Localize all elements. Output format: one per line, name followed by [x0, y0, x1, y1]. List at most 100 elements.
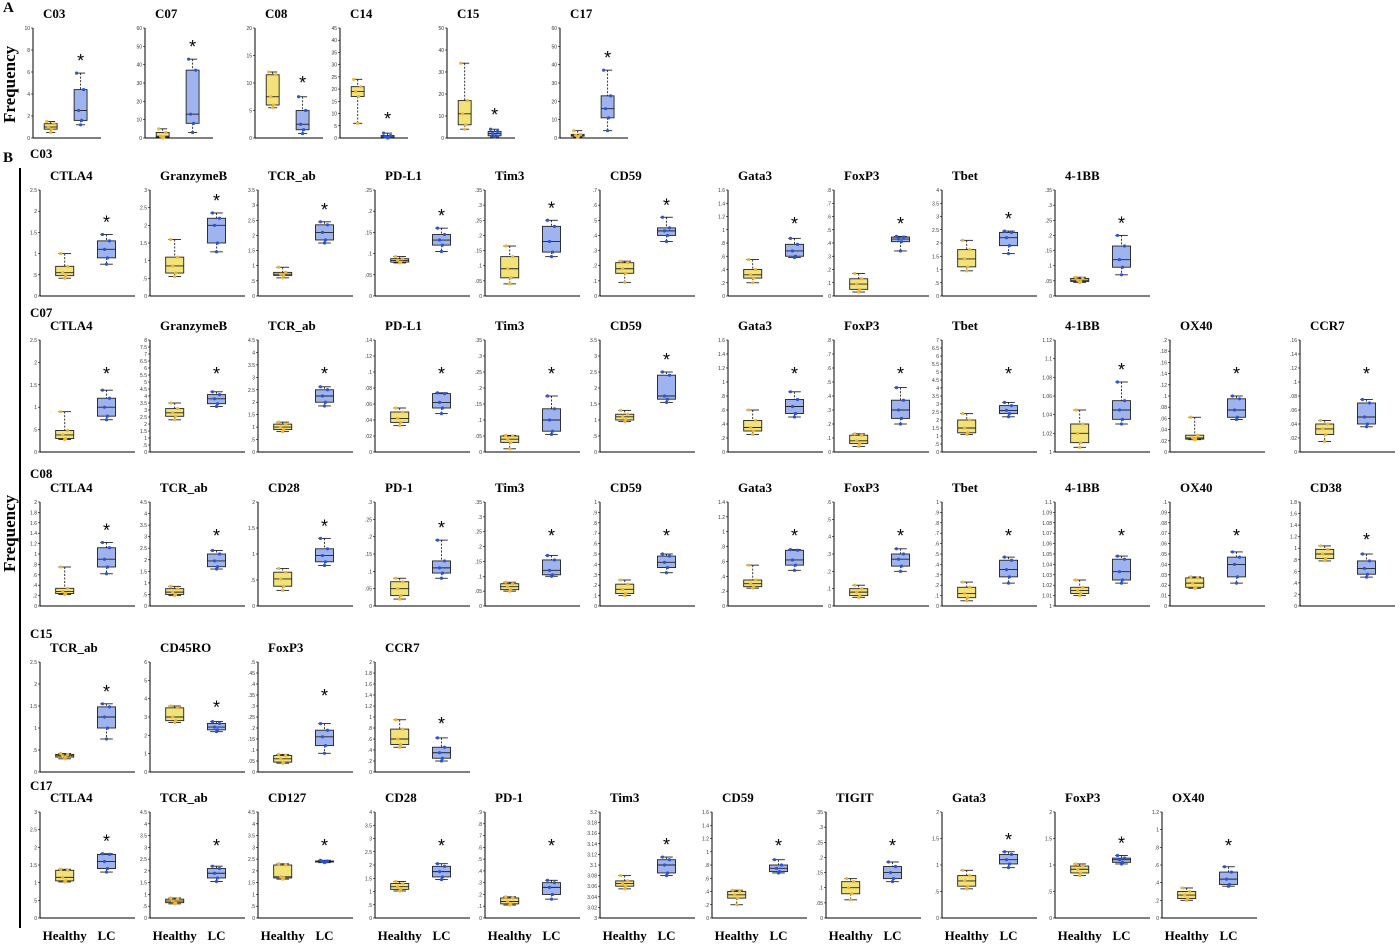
healthy-point: [1076, 431, 1080, 435]
lc-point: [896, 408, 901, 412]
y-tick-label: .25: [365, 188, 372, 194]
healthy-box: [743, 420, 763, 432]
significance-star: *: [438, 206, 445, 226]
y-tick-label: 2.5: [248, 388, 255, 394]
y-tick-label: 2: [252, 233, 255, 239]
y-tick-label: 2: [144, 558, 147, 564]
y-tick-label: .7: [935, 531, 939, 537]
x-category-lc: LC: [207, 928, 225, 943]
y-tick-label: .4: [33, 583, 37, 589]
y-tick-label: .5: [33, 273, 37, 279]
y-tick-label: 30: [438, 70, 444, 76]
lc-point: [217, 866, 222, 871]
chart-b-c07-6: CD59 0 .5 1 1.5 2 2.5 3 3.5 *: [590, 318, 695, 456]
lc-point: [1007, 412, 1012, 416]
y-tick-label: 40: [136, 63, 142, 69]
y-tick-label: .07: [1160, 531, 1167, 537]
lc-point: [665, 397, 670, 401]
healthy-point: [399, 887, 403, 891]
healthy-point: [277, 862, 281, 866]
lc-point: [1230, 394, 1235, 398]
healthy-point: [504, 580, 508, 584]
y-tick-label: .3: [827, 254, 831, 260]
lc-point: [1002, 229, 1007, 233]
healthy-point: [169, 896, 173, 900]
lc-point: [102, 557, 107, 561]
healthy-point: [61, 433, 65, 437]
y-tick-label: 7: [144, 352, 147, 358]
chart-b-c03-4: PD-L1 0 .05 .1 .15 .2 .25 *: [365, 168, 470, 300]
y-tick-label: .1: [1163, 394, 1167, 400]
lc-point: [894, 547, 899, 551]
lc-point: [901, 398, 906, 402]
y-tick-label: .2: [478, 233, 482, 239]
chart-a-c03: C03 0 2 4 6 8 10 *: [24, 6, 101, 142]
healthy-point: [508, 282, 512, 286]
y-tick-label: 3: [144, 845, 147, 851]
lc-point: [602, 68, 606, 72]
significance-star: *: [1363, 530, 1370, 550]
chart-title: CTLA4: [50, 480, 93, 495]
y-tick-label: .1: [478, 264, 482, 270]
lc-box: [542, 559, 561, 576]
healthy-point: [398, 424, 402, 428]
healthy-point: [66, 264, 70, 268]
y-tick-label: 20: [136, 99, 142, 105]
healthy-point: [749, 273, 753, 277]
lc-point: [100, 388, 105, 392]
y-tick-label: 1.5: [1045, 837, 1052, 843]
y-tick-label: 2: [936, 241, 939, 247]
healthy-point: [621, 587, 625, 591]
lc-point: [440, 875, 445, 879]
healthy-point: [171, 264, 175, 268]
healthy-box: [957, 419, 977, 434]
healthy-point: [619, 578, 623, 582]
chart-title: CCR7: [385, 640, 420, 655]
lc-point: [552, 407, 557, 411]
y-tick-label: 4.5: [932, 378, 939, 384]
chart-title: FoxP3: [844, 168, 880, 183]
lc-point: [435, 391, 440, 395]
lc-point: [320, 394, 325, 398]
y-tick-label: 1: [252, 552, 255, 558]
y-tick-label: .6: [827, 500, 831, 506]
y-tick-label: .2: [1155, 898, 1159, 904]
significance-star: *: [1005, 209, 1012, 229]
x-category-lc: LC: [97, 928, 115, 943]
lc-point: [660, 370, 665, 374]
y-tick-label: .1: [478, 574, 482, 580]
lc-point: [491, 132, 495, 136]
y-tick-label: .25: [475, 370, 482, 376]
chart-title: TCR_ab: [50, 640, 98, 655]
y-tick-label: .05: [475, 589, 482, 595]
lc-box: [999, 231, 1018, 247]
healthy-point: [174, 271, 178, 275]
lc-point: [212, 871, 217, 875]
healthy-point: [751, 281, 755, 285]
chart-b-c03-2: GranzymeB 0 .5 1 1.5 2 2.5 3 *: [140, 168, 245, 300]
y-tick-label: 1.5: [248, 413, 255, 419]
y-tick-label: 1: [369, 890, 372, 896]
significance-star: *: [384, 109, 391, 129]
lc-point: [660, 215, 665, 219]
lc-point: [437, 751, 442, 755]
y-tick-label: 2: [34, 360, 37, 366]
healthy-point: [623, 280, 627, 284]
y-tick-label: 6: [936, 354, 939, 360]
healthy-point: [461, 112, 465, 116]
y-tick-label: .3: [478, 881, 482, 887]
y-tick-label: .15: [365, 230, 372, 236]
chart-b-c17-8: TIGIT 0 .05 .1 .15 .2 .25 .3 .35 *: [816, 790, 921, 922]
y-tick-label: 1.4: [702, 823, 709, 829]
chart-title: C17: [570, 6, 593, 21]
y-tick-label: .5: [33, 748, 37, 754]
y-tick-label: 1.03: [1042, 573, 1052, 579]
significance-star: *: [213, 364, 220, 384]
healthy-box: [615, 583, 635, 594]
lc-point: [899, 240, 904, 244]
y-tick-label: 1: [34, 552, 37, 558]
y-tick-label: .3: [819, 825, 823, 831]
healthy-point: [961, 412, 965, 416]
healthy-point: [965, 887, 969, 891]
y-tick-label: .2: [935, 583, 939, 589]
